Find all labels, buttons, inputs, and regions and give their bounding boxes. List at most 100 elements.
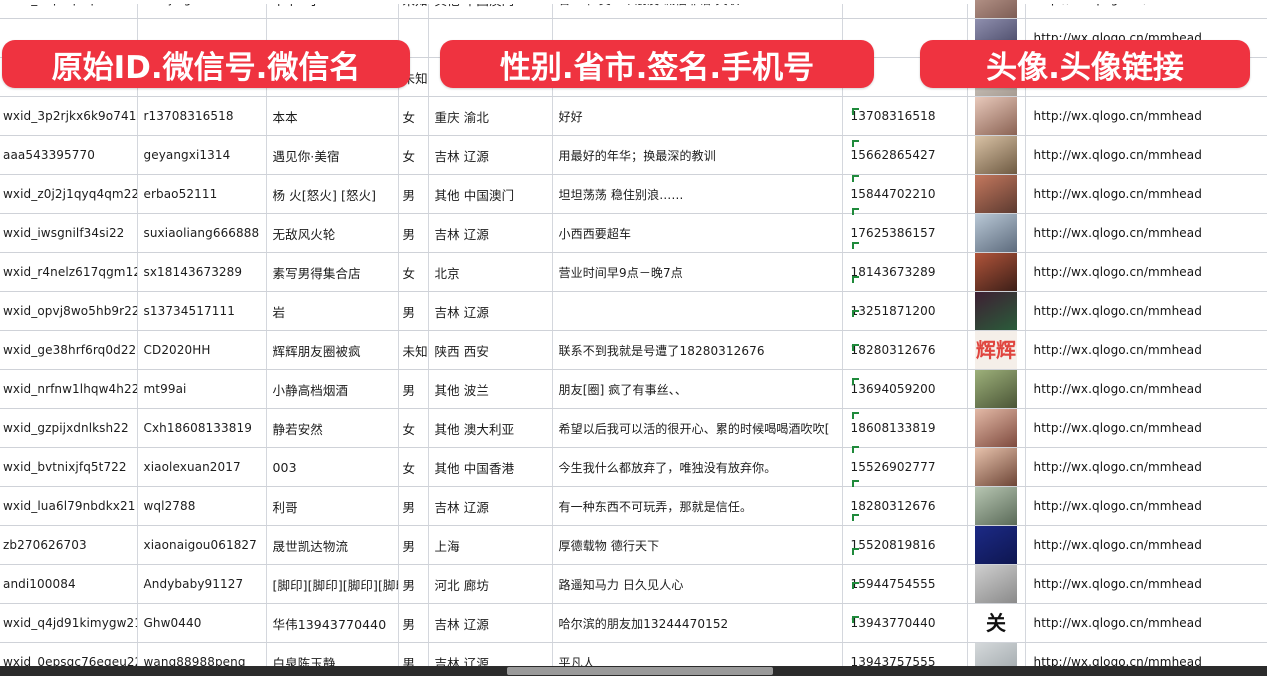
cell-phone[interactable]: 15944754555 [842, 564, 968, 604]
cell-signature[interactable] [552, 291, 843, 331]
cell-wechat-id[interactable]: xiaolexuan2017 [137, 447, 267, 487]
table-row[interactable]: wxid_iwsgnilf34si22 suxiaoliang666888 无敌风火… [0, 213, 1267, 253]
cell-avatar[interactable] [967, 252, 1026, 292]
cell-avatar-url[interactable]: http://wx.qlogo.cn/mmhead [1025, 408, 1267, 448]
cell-avatar[interactable] [967, 486, 1026, 526]
cell-avatar[interactable] [967, 0, 1026, 19]
cell-avatar-url[interactable]: http://wx.qlogo.cn/mmhead [1025, 252, 1267, 292]
cell-signature[interactable]: 有一种东西不可玩弄，那就是信任。 [552, 486, 843, 526]
cell-phone[interactable]: 18280312676 [842, 330, 968, 370]
cell-avatar-url[interactable]: http://wx.qlogo.cn/mmhead [1025, 447, 1267, 487]
cell-phone[interactable]: 15520819816 [842, 525, 968, 565]
cell-nickname[interactable]: [脚印][脚印][脚印][脚印 [266, 564, 399, 604]
cell-avatar-url[interactable]: http://wx.qlogo.cn/mmhead [1025, 330, 1267, 370]
table-row[interactable]: wxid_nrfnw1lhqw4h22 mt99ai 小静高档烟酒男其他 波兰 朋友[… [0, 369, 1267, 409]
cell-avatar[interactable] [967, 369, 1026, 409]
cell-signature[interactable]: 营业时间早9点－晚7点 [552, 252, 843, 292]
cell-avatar[interactable] [967, 213, 1026, 253]
cell-nickname[interactable]: 静若安然 [266, 408, 399, 448]
cell-nickname[interactable]: 辉辉朋友圈被疯 [266, 330, 399, 370]
cell-province[interactable]: 北京 [428, 252, 553, 292]
cell-gender[interactable]: 男 [398, 486, 429, 526]
table-row[interactable]: andi100084 Andybaby91127 [脚印][脚印][脚印][脚印男河… [0, 564, 1267, 604]
cell-avatar[interactable] [967, 408, 1026, 448]
cell-province[interactable]: 上海 [428, 525, 553, 565]
cell-gender[interactable]: 未知 [398, 330, 429, 370]
cell-avatar-url[interactable]: http://wx.qlogo.cn/mmhead [1025, 564, 1267, 604]
cell-wechat-id[interactable]: mt99ai [137, 369, 267, 409]
cell-avatar-url[interactable]: http://wx.qlogo.cn/mmhead [1025, 174, 1267, 214]
table-row[interactable]: wxid_ge38hrf6rq0d22 CD2020HH 辉辉朋友圈被疯 未知 陕西 西… [0, 330, 1267, 370]
cell-signature[interactable]: 坦坦荡荡 稳住别浪…… [552, 174, 843, 214]
cell-phone[interactable]: 13694059200 [842, 369, 968, 409]
cell-original-id[interactable]: wxid_ge38hrf6rq0d22 [0, 330, 138, 370]
cell-avatar[interactable] [967, 96, 1026, 136]
cell-original-id[interactable]: zb270626703 [0, 525, 138, 565]
table-row[interactable]: wxid_opvj8wo5hb9r22 s13734517111 岩男吉林 辽源 13… [0, 291, 1267, 331]
cell-gender[interactable]: 女 [398, 408, 429, 448]
cell-gender[interactable]: 女 [398, 96, 429, 136]
cell-avatar[interactable] [967, 174, 1026, 214]
cell-original-id[interactable]: wxid_nrfnw1lhqw4h22 [0, 369, 138, 409]
table-row[interactable]: aaa543395770 geyangxi1314 遇见你·美宿女吉林 辽源 用最好的… [0, 135, 1267, 175]
cell-signature[interactable]: 联系不到我就是号遭了18280312676 [552, 330, 843, 370]
table-row[interactable]: wxid_gzpijxdnlksh22 Cxh18608133819 静若安然女其他… [0, 408, 1267, 448]
cell-wechat-id[interactable]: Ghw0440 [137, 603, 267, 643]
cell-avatar[interactable] [967, 447, 1026, 487]
cell-avatar-url[interactable]: http://wx.qlogo.cn/mmhead [1025, 603, 1267, 643]
cell-original-id[interactable]: wxid_lua6l79nbdkx21 [0, 486, 138, 526]
cell-signature[interactable]: 路遥知马力 日久见人心 [552, 564, 843, 604]
cell-signature[interactable]: 朋友[圈] 疯了有事丝、、 [552, 369, 843, 409]
cell-gender[interactable]: 男 [398, 174, 429, 214]
cell-signature[interactable]: 用最好的年华；换最深的教训 [552, 135, 843, 175]
horizontal-scrollbar-thumb[interactable] [506, 667, 773, 675]
table-row[interactable]: wxid_lua6l79nbdkx21 wql2788 利哥男吉林 辽源 有一种东西不… [0, 486, 1267, 526]
cell-nickname[interactable]: 003 [266, 447, 399, 487]
cell-wechat-id[interactable]: erbao52111 [137, 174, 267, 214]
cell-original-id[interactable]: wxid_iwsgnilf34si22 [0, 213, 138, 253]
cell-avatar-url[interactable]: http://wx.qlogo.cn/mmhead [1025, 96, 1267, 136]
cell-gender[interactable]: 男 [398, 525, 429, 565]
cell-original-id[interactable]: andi100084 [0, 564, 138, 604]
cell-province[interactable]: 吉林 辽源 [428, 603, 553, 643]
cell-signature[interactable]: 小西西要超车 [552, 213, 843, 253]
cell-avatar[interactable] [967, 525, 1026, 565]
cell-phone[interactable]: 13251871200 [842, 291, 968, 331]
cell-wechat-id[interactable]: xiaonaigou061827 [137, 525, 267, 565]
cell-gender[interactable]: 男 [398, 213, 429, 253]
cell-gender[interactable]: 男 [398, 603, 429, 643]
cell-phone[interactable]: 18143673289 [842, 252, 968, 292]
cell-avatar-url[interactable]: http://wx.qlogo.cn/mmhead [1025, 369, 1267, 409]
cell-nickname[interactable]: 小静高档烟酒 [266, 369, 399, 409]
table-row[interactable]: wxid_65p5qakpwuie22xiaojing600546丫丫~小未知其… [0, 0, 1267, 19]
cell-wechat-id[interactable]: CD2020HH [137, 330, 267, 370]
cell-gender[interactable]: 女 [398, 135, 429, 175]
cell-gender[interactable]: 未知 [398, 0, 429, 19]
cell-original-id[interactable]: wxid_opvj8wo5hb9r22 [0, 291, 138, 331]
cell-nickname[interactable]: 素写男得集合店 [266, 252, 399, 292]
cell-original-id[interactable]: wxid_3p2rjkx6k9o741 [0, 96, 138, 136]
cell-avatar-url[interactable]: http://wx.qlogo.cn/mmhead [1025, 291, 1267, 331]
cell-signature[interactable]: 厚德载物 德行天下 [552, 525, 843, 565]
cell-gender[interactable]: 男 [398, 291, 429, 331]
cell-province[interactable]: 其他 波兰 [428, 369, 553, 409]
cell-province[interactable]: 陕西 西安 [428, 330, 553, 370]
cell-nickname[interactable]: 本本 [266, 96, 399, 136]
horizontal-scrollbar[interactable] [0, 666, 1267, 676]
cell-avatar[interactable] [967, 135, 1026, 175]
cell-avatar[interactable]: 辉辉 [967, 330, 1026, 370]
cell-avatar-url[interactable]: http://wx.qlogo.cn/mmhead [1025, 135, 1267, 175]
cell-wechat-id[interactable]: r13708316518 [137, 96, 267, 136]
cell-phone[interactable]: 18280312676 [842, 486, 968, 526]
cell-signature[interactable]: 哈尔滨的朋友加13244470152 [552, 603, 843, 643]
cell-wechat-id[interactable]: sx18143673289 [137, 252, 267, 292]
cell-avatar-url[interactable]: http://wx.qlogo.cn/mmhead [1025, 525, 1267, 565]
cell-original-id[interactable]: wxid_q4jd91kimygw21 [0, 603, 138, 643]
cell-wechat-id[interactable]: s13734517111 [137, 291, 267, 331]
cell-nickname[interactable]: 利哥 [266, 486, 399, 526]
table-row[interactable]: wxid_r4nelz617qgm12 sx18143673289 素写男得集合店女… [0, 252, 1267, 292]
cell-phone[interactable]: 15844702210 [842, 174, 968, 214]
cell-phone[interactable]: 15662865427 [842, 135, 968, 175]
cell-wechat-id[interactable]: Cxh18608133819 [137, 408, 267, 448]
cell-gender[interactable]: 男 [398, 564, 429, 604]
